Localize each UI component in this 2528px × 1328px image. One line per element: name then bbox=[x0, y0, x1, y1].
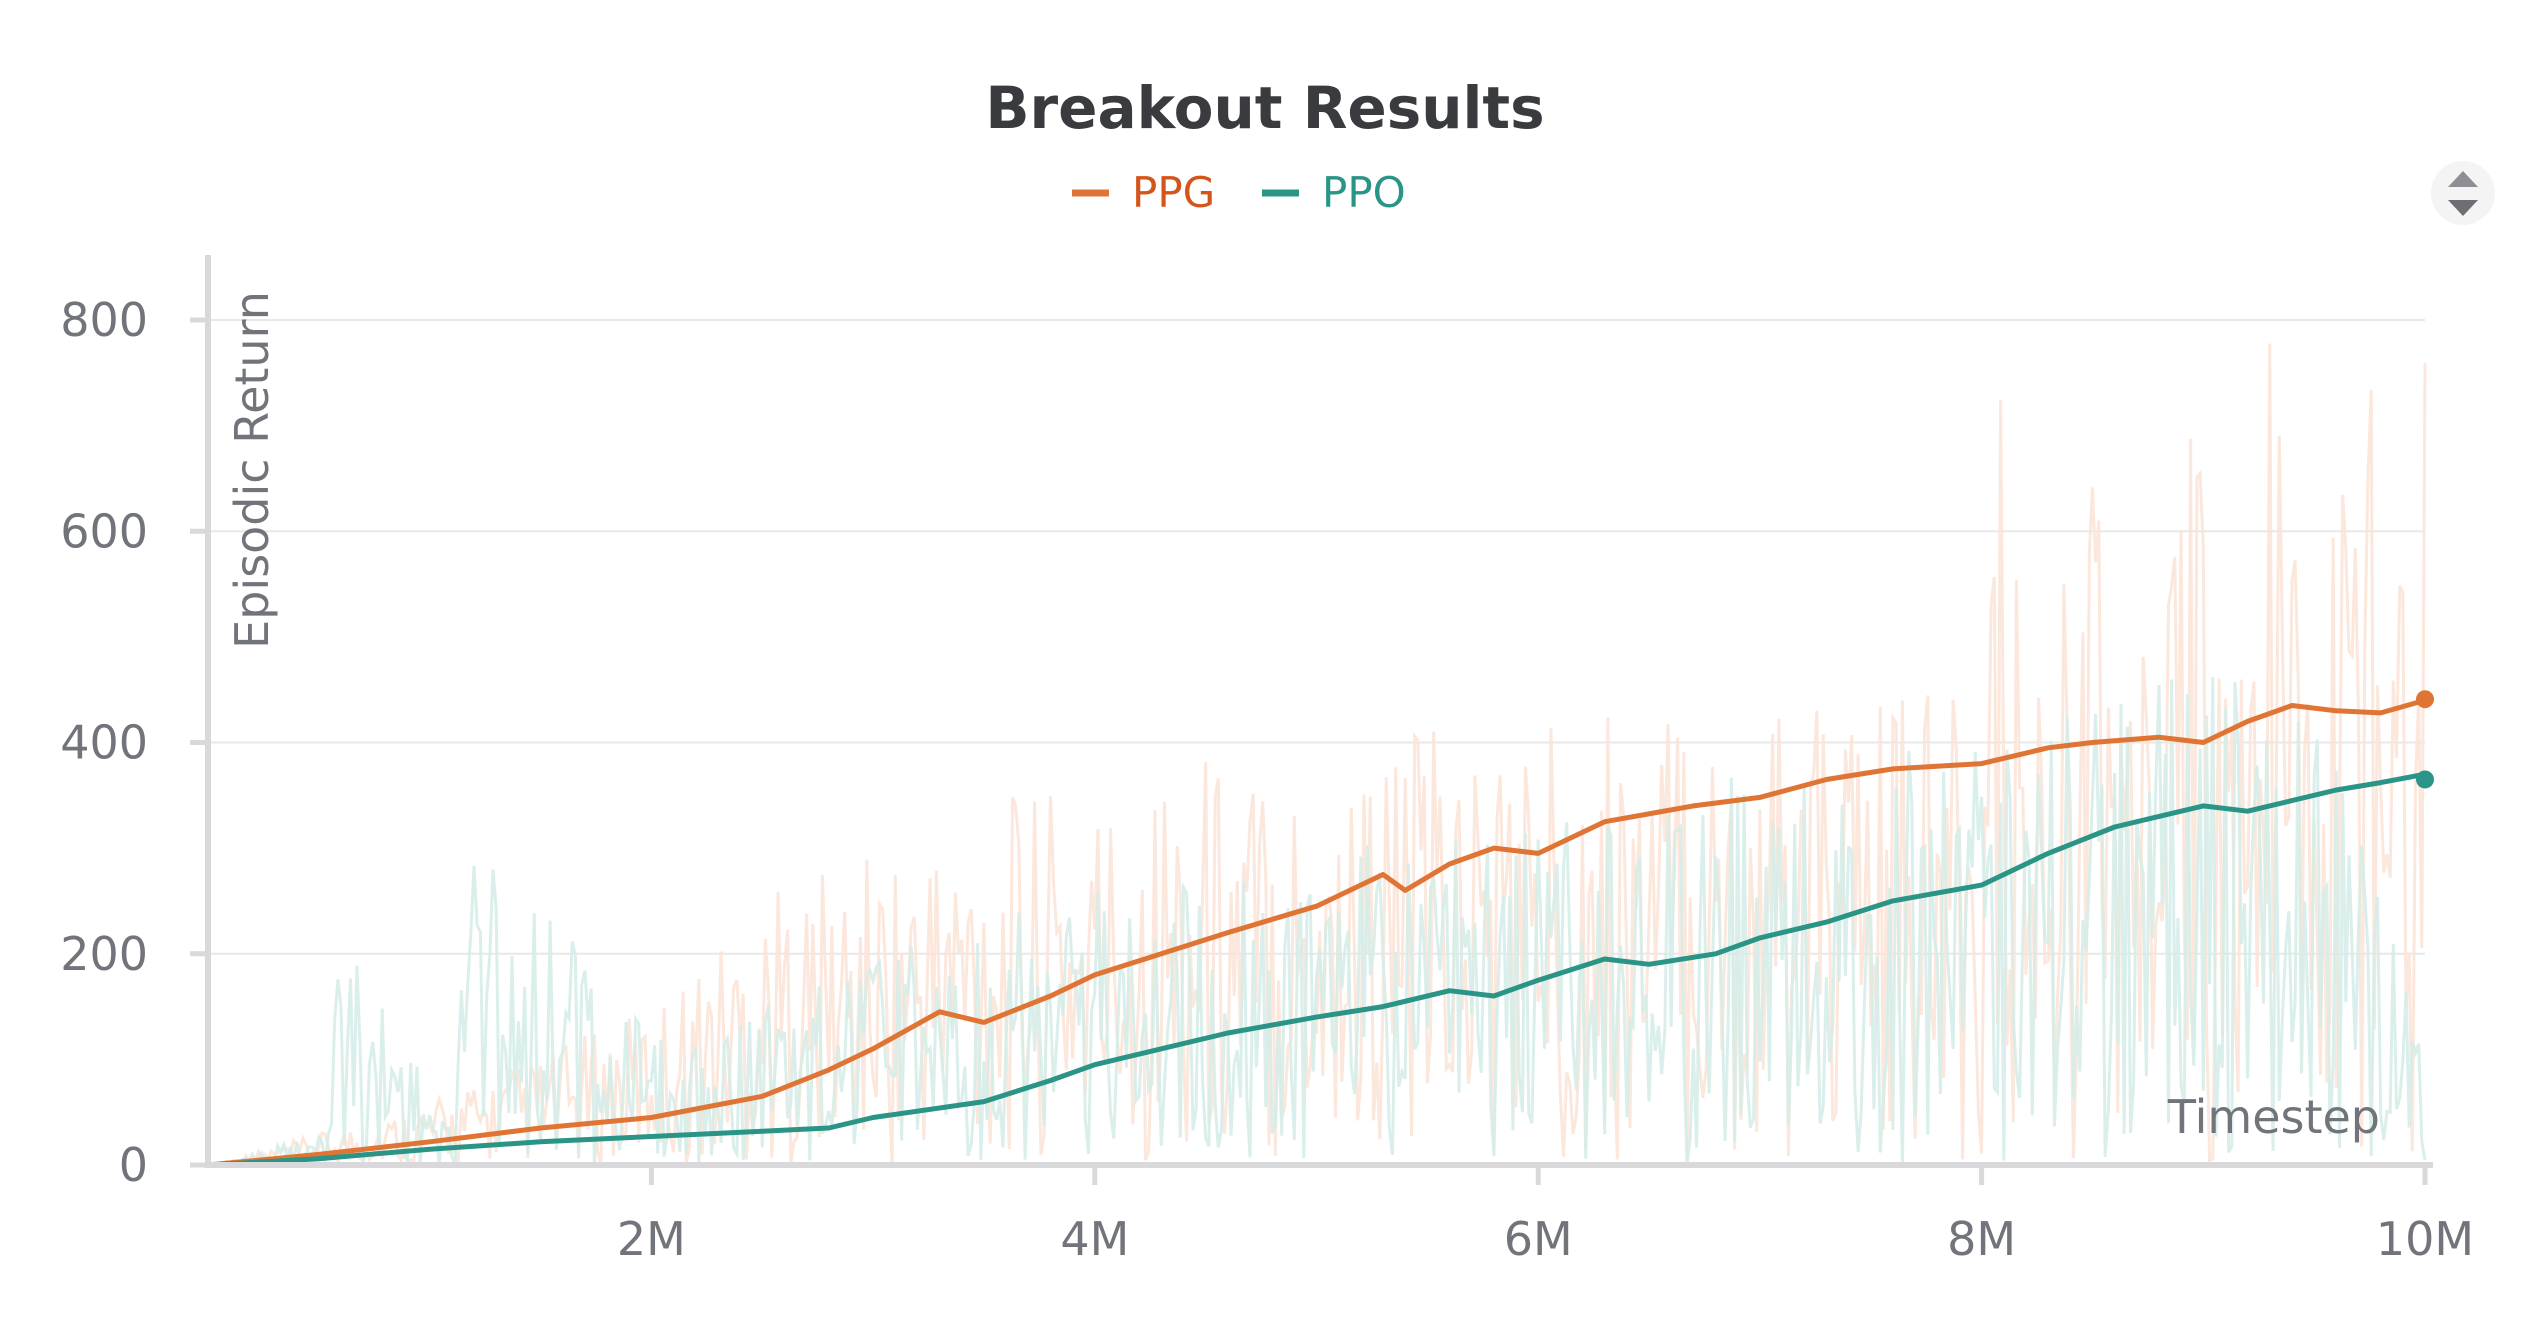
y-tick-label: 800 bbox=[60, 293, 148, 347]
series-layer bbox=[207, 690, 2434, 1168]
y-tick-label: 400 bbox=[60, 716, 148, 770]
series-line-ppo bbox=[207, 771, 2426, 1168]
y-tick-label: 600 bbox=[60, 504, 148, 558]
y-tick-label: 200 bbox=[60, 927, 148, 981]
y-tick-label: 0 bbox=[119, 1138, 148, 1192]
x-tick-label: 10M bbox=[2376, 1212, 2474, 1266]
sort-up-down-icon[interactable] bbox=[2431, 161, 2495, 225]
grid bbox=[208, 319, 2425, 955]
series-endpoint-ppo[interactable] bbox=[2416, 770, 2434, 789]
x-tick-label: 2M bbox=[617, 1212, 686, 1266]
chart-title: Breakout Results bbox=[985, 74, 1544, 142]
legend-item-ppg[interactable]: PPG bbox=[1072, 168, 1215, 217]
raw-trace-ppo-raw bbox=[207, 677, 2427, 1169]
axes bbox=[190, 255, 2433, 1185]
legend-label-ppg: PPG bbox=[1132, 168, 1215, 217]
raw-series-layer bbox=[207, 343, 2427, 1169]
legend-item-ppo[interactable]: PPO bbox=[1262, 168, 1406, 217]
legend-label-ppo: PPO bbox=[1322, 168, 1406, 217]
raw-trace-ppg-raw bbox=[207, 343, 2427, 1169]
tick-labels: 2M 4M 6M 8M 10M 0 200 400 600 800 bbox=[60, 293, 2474, 1266]
y-axis-label: Episodic Return bbox=[225, 291, 279, 649]
x-tick-label: 6M bbox=[1504, 1212, 1573, 1266]
x-tick-label: 8M bbox=[1947, 1212, 2016, 1266]
series-endpoint-ppg[interactable] bbox=[2416, 690, 2434, 709]
series-line-ppg bbox=[207, 697, 2426, 1168]
x-axis-label: Timestep bbox=[2167, 1090, 2380, 1144]
x-tick-label: 4M bbox=[1060, 1212, 1129, 1266]
legend: PPG PPO bbox=[1072, 168, 1406, 217]
